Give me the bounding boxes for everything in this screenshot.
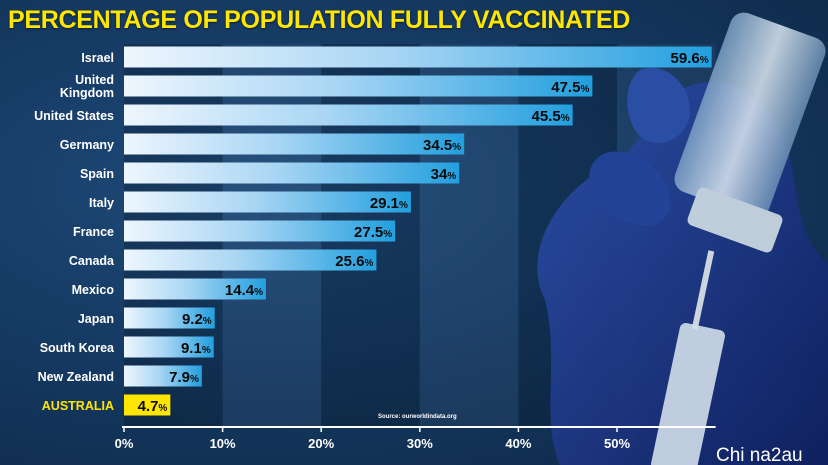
tick-label: 10% [210,436,236,451]
value-label: 9.1% [181,340,211,357]
bar [124,394,171,416]
source-note: Source: ourworldindata.org [378,414,457,420]
grid-band [419,44,519,427]
category-label: AUSTRALIA [42,399,114,413]
value-label: 29.1% [370,195,408,212]
bar [124,46,712,68]
value-label: 34% [431,166,457,183]
x-axis-ticks: 0% 10% 20% 30% 40% 50% [115,427,630,451]
bar [124,191,411,213]
tick-label: 50% [604,436,630,451]
category-label: United States [34,109,114,123]
syringe-barrel [651,322,725,465]
bar [124,307,215,329]
syringe-needle [691,250,715,330]
category-label: South Korea [40,341,115,355]
bar [124,104,573,126]
category-label: Canada [69,254,115,268]
value-label: 59.6% [671,50,709,67]
chart-title: PERCENTAGE OF POPULATION FULLY VACCINATE… [8,6,630,34]
bar-series [124,46,712,416]
value-label: 47.5% [551,79,589,96]
value-label: 45.5% [532,108,570,125]
bar [124,365,202,387]
tick-label: 30% [407,436,433,451]
bar [124,75,593,97]
glove-finger-2 [627,67,690,144]
category-label: Japan [78,312,114,326]
category-label: France [73,225,114,239]
category-label: New Zealand [38,370,114,384]
vial-body [674,12,826,218]
value-label: 14.4% [225,282,263,299]
vaccine-photo [537,12,828,465]
bar [124,220,396,242]
bar [124,278,266,300]
value-label: 7.9% [169,369,199,386]
value-label: 27.5% [354,224,392,241]
value-label: 25.6% [335,253,373,270]
value-label: 4.7% [138,398,168,415]
category-label: Germany [60,138,114,152]
value-label: 34.5% [423,137,461,154]
bar [124,133,465,155]
bar [124,336,214,358]
category-labels: Israel United Kingdom United States Germany S… [34,51,115,413]
bar [124,249,377,271]
glove-finger [589,151,671,226]
value-labels: 59.6% 47.5% 45.5% 34.5% 34% 29.1% 27.5% 25.6% 14… [138,50,709,415]
tick-label: 0% [115,436,134,451]
watermark-text: Chi na2au [716,445,803,465]
category-label: Israel [81,51,114,65]
vial-cap [687,187,783,253]
tick-label: 40% [505,436,531,451]
bar [124,162,460,184]
category-label: Spain [80,167,114,181]
category-label: Mexico [72,283,115,297]
tick-label: 20% [308,436,334,451]
category-label: United Kingdom [60,73,114,100]
category-label: Italy [89,196,114,210]
value-label: 9.2% [182,311,212,328]
